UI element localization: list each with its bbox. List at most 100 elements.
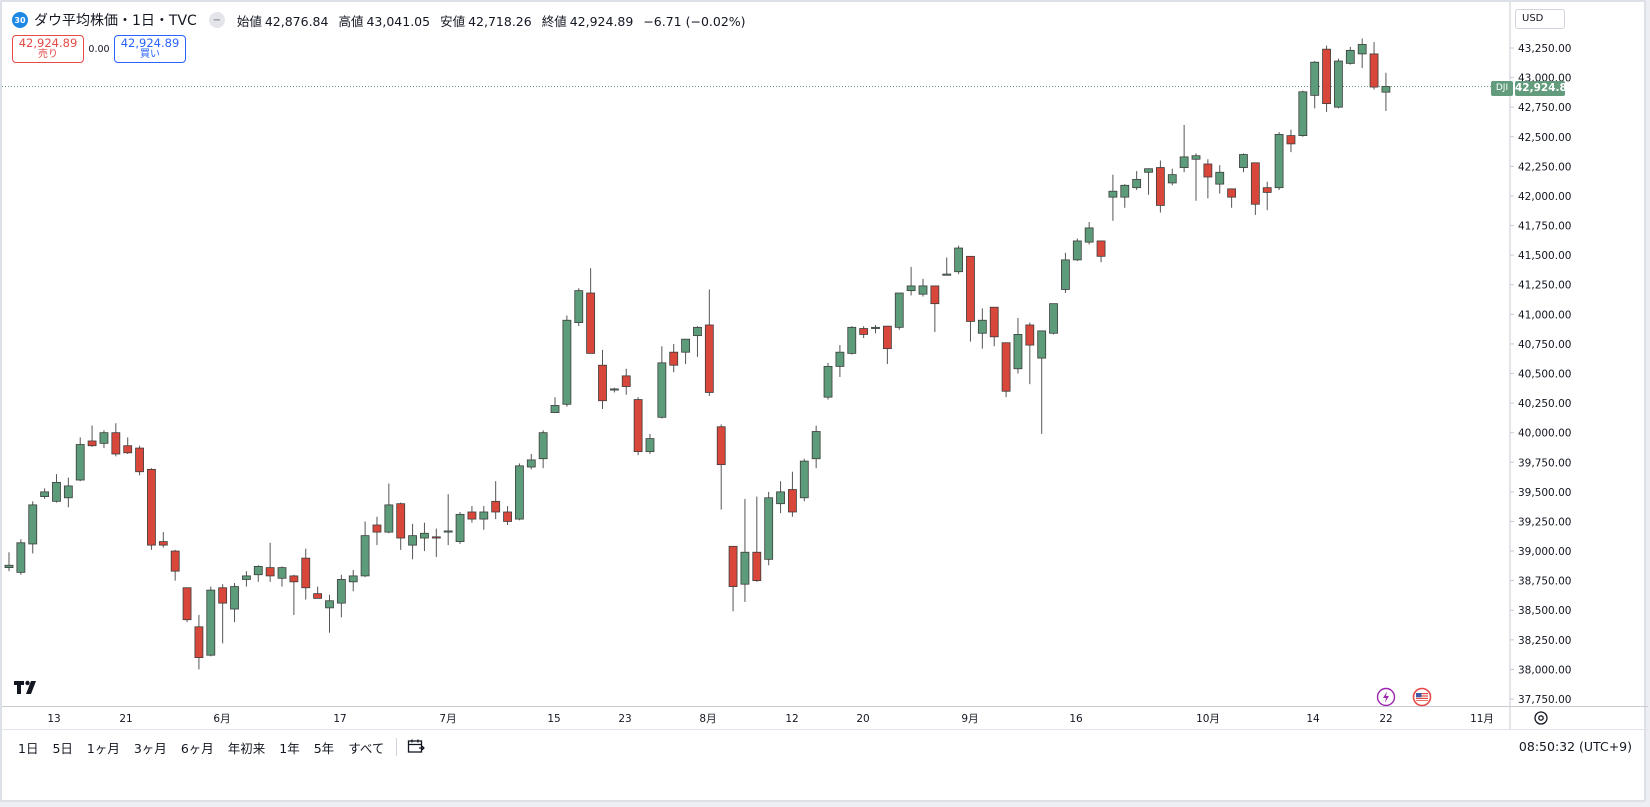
buy-price: 42,924.89 — [120, 36, 180, 50]
candle — [1049, 303, 1058, 335]
candle — [360, 521, 370, 578]
range-5y[interactable]: 5年 — [313, 740, 335, 756]
candle-body — [336, 579, 346, 604]
candle — [657, 346, 667, 419]
candle-body — [111, 432, 121, 455]
dividend-event-icon[interactable] — [1376, 687, 1396, 711]
candle-body — [408, 535, 417, 546]
candle — [431, 528, 441, 557]
candle-body — [1144, 168, 1153, 173]
price-tick-label: 40,750.00 — [1518, 339, 1571, 351]
candle — [1310, 61, 1320, 109]
candle — [966, 255, 975, 342]
time-tick-label: 23 — [618, 713, 631, 725]
candle-body — [1250, 162, 1260, 205]
range-5d[interactable]: 5日 — [52, 740, 73, 756]
range-ytd[interactable]: 年初来 — [227, 740, 266, 756]
candle-body — [230, 586, 239, 610]
candle — [550, 397, 560, 413]
candle — [40, 488, 50, 499]
open-label: 始値 — [236, 13, 262, 29]
candle-body — [633, 399, 643, 453]
candle — [336, 574, 346, 618]
high-value: 43,041.05 — [366, 13, 431, 29]
candle — [728, 545, 738, 612]
candle — [621, 368, 631, 395]
range-1m[interactable]: 1ヶ月 — [86, 740, 120, 756]
buy-button[interactable]: 42,924.89 買い — [114, 35, 186, 63]
candle-body — [562, 319, 572, 405]
price-tick-label: 41,500.00 — [1518, 250, 1571, 262]
candle — [764, 491, 774, 566]
candle-body — [1025, 324, 1035, 346]
candle — [515, 463, 524, 521]
candle-body — [740, 551, 750, 585]
range-1d[interactable]: 1日 — [18, 740, 39, 756]
candle — [170, 549, 180, 581]
currency-select[interactable]: USD — [1515, 9, 1565, 29]
candle — [123, 437, 133, 454]
candle — [1144, 168, 1153, 195]
candle-body — [1298, 91, 1308, 136]
candle — [1096, 240, 1106, 263]
price-tick-label: 39,500.00 — [1518, 487, 1571, 499]
candle-body — [40, 491, 50, 497]
candle — [823, 362, 833, 400]
range-6m[interactable]: 6ヶ月 — [180, 740, 214, 756]
price-tick-label: 39,250.00 — [1518, 516, 1571, 528]
price-tick-label: 41,000.00 — [1518, 309, 1571, 321]
date-range-calendar-icon[interactable] — [407, 738, 426, 757]
candle-body — [1262, 187, 1272, 193]
tradingview-logo-icon[interactable] — [14, 679, 42, 699]
time-tick-label: 16 — [1069, 713, 1083, 725]
candle — [954, 245, 963, 275]
clock-timezone[interactable]: 08:50:32 (UTC+9) — [1518, 739, 1632, 754]
candle — [1345, 46, 1355, 65]
price-tick-label: 42,250.00 — [1518, 161, 1571, 173]
range-3m[interactable]: 3ヶ月 — [133, 740, 167, 756]
candle-body — [1013, 334, 1023, 370]
candle-body — [467, 511, 477, 520]
candle — [1334, 58, 1343, 109]
axis-settings-icon[interactable] — [1532, 709, 1550, 727]
candle-body — [1049, 303, 1058, 334]
ohlc-values: 始値 42,876.84 高値 43,041.05 安値 42,718.26 終値 42… — [237, 11, 752, 30]
candle — [230, 583, 239, 623]
spread-value: 0.00 — [88, 43, 110, 55]
close-value: 42,924.89 — [569, 13, 634, 29]
collapse-legend-icon[interactable]: − — [208, 12, 225, 28]
range-all[interactable]: すべて — [348, 740, 385, 756]
candle — [420, 522, 429, 552]
candle — [241, 571, 251, 587]
candle — [1203, 159, 1213, 199]
candle-body — [1191, 155, 1201, 160]
candle — [752, 496, 762, 582]
candle-body — [301, 557, 311, 589]
candle-body — [859, 328, 869, 335]
candle-body — [1061, 259, 1070, 290]
time-tick-label: 7月 — [439, 713, 456, 725]
candle — [1084, 221, 1094, 245]
candle — [99, 430, 109, 449]
candle-body — [526, 459, 536, 468]
candle-body — [1203, 163, 1213, 178]
candle — [206, 586, 216, 657]
candle — [1215, 165, 1225, 194]
trade-panel: 42,924.89 売り 0.00 42,924.89 買い — [12, 35, 186, 63]
last-price-tag: 42,924.89 — [1515, 81, 1575, 96]
candle — [740, 498, 750, 602]
candle-body — [396, 503, 406, 539]
candle — [158, 532, 168, 548]
candle-body — [420, 532, 429, 539]
candle-body — [728, 545, 738, 587]
candle-body — [158, 541, 168, 546]
sell-button[interactable]: 42,924.89 売り — [12, 35, 84, 63]
candle-body — [277, 567, 287, 579]
symbol-title[interactable]: ダウ平均株価・1日・TVC — [34, 13, 197, 29]
candle-body — [574, 290, 584, 324]
candle-body — [265, 567, 275, 577]
range-1y[interactable]: 1年 — [279, 740, 300, 756]
us-economic-event-icon[interactable] — [1411, 687, 1433, 711]
candle — [942, 257, 952, 276]
